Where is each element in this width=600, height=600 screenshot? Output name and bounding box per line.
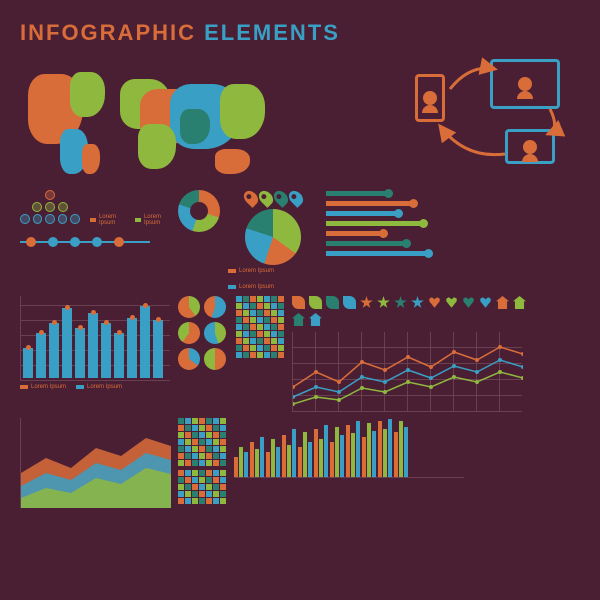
title-word2: ELEMENTS <box>204 20 340 45</box>
timeline <box>20 232 150 252</box>
line-chart <box>292 332 522 412</box>
star-icon <box>411 296 424 309</box>
pie-chart-large <box>245 209 301 265</box>
bullet-bars <box>326 190 446 260</box>
leaf-icon <box>343 296 356 309</box>
bar-legend: Lorem Ipsum Lorem Ipsum <box>20 384 170 390</box>
phone-icon <box>415 74 445 122</box>
legend-label: Lorem Ipsum <box>31 384 66 390</box>
map-pins <box>245 190 302 206</box>
legend-label: Lorem Ipsum <box>239 268 274 274</box>
donut-chart <box>178 190 220 232</box>
device-sync-diagram <box>400 54 580 184</box>
map-legend: Lorem Ipsum Lorem Ipsum <box>90 214 170 226</box>
heart-icon <box>428 296 441 309</box>
pie-legend: Lorem Ipsum Lorem Ipsum <box>228 268 318 290</box>
world-map <box>20 54 280 184</box>
star-icon <box>394 296 407 309</box>
heart-icon <box>445 296 458 309</box>
grouped-column-chart <box>234 418 464 478</box>
star-icon <box>360 296 373 309</box>
hierarchy-tree <box>20 190 80 226</box>
smartphone-icon <box>505 129 555 164</box>
title: INFOGRAPHIC ELEMENTS <box>20 20 580 46</box>
heatmap-2 <box>178 418 226 466</box>
heart-icon <box>462 296 475 309</box>
icon-row <box>292 296 532 326</box>
leaf-icon <box>309 296 322 309</box>
tablet-icon <box>490 59 560 109</box>
legend-label: Lorem Ipsum <box>87 384 122 390</box>
legend-label: Lorem Ipsum <box>239 284 274 290</box>
title-word1: INFOGRAPHIC <box>20 20 196 45</box>
heatmap-3 <box>178 470 226 504</box>
house-icon <box>513 296 526 309</box>
house-icon <box>496 296 509 309</box>
heart-icon <box>479 296 492 309</box>
legend-label: Lorem Ipsum <box>144 214 170 226</box>
house-icon <box>292 313 305 326</box>
leaf-icon <box>292 296 305 309</box>
mini-pie-grid <box>178 296 228 370</box>
leaf-icon <box>326 296 339 309</box>
heatmap-1 <box>236 296 284 358</box>
area-chart <box>20 418 170 508</box>
house-icon <box>309 313 322 326</box>
star-icon <box>377 296 390 309</box>
bar-chart <box>20 296 170 381</box>
legend-label: Lorem Ipsum <box>99 214 125 226</box>
